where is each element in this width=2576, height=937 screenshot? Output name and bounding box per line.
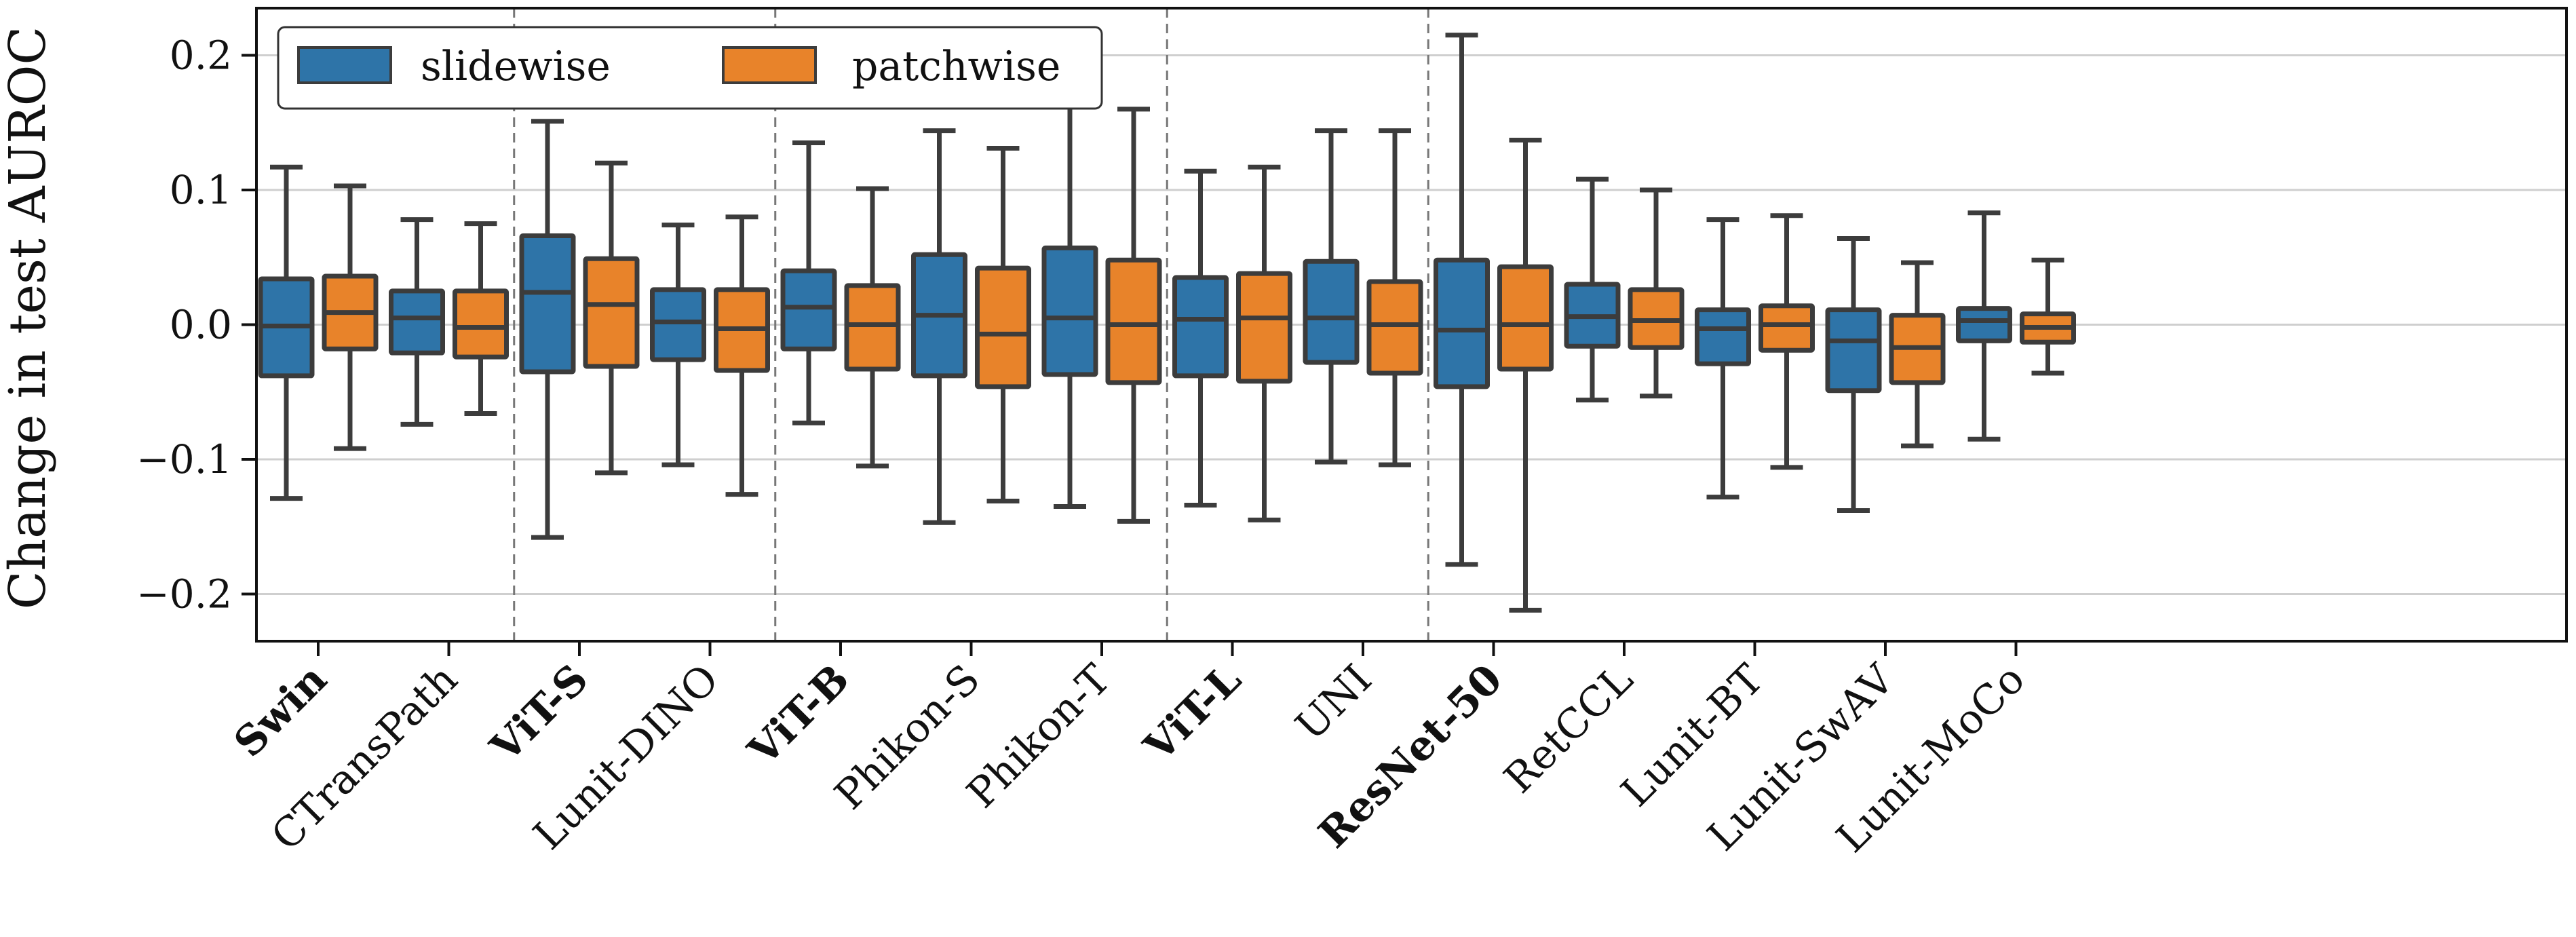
box-patchwise (1758, 213, 1815, 470)
box-iqr (975, 265, 1031, 389)
box-iqr (453, 288, 509, 360)
legend-swatch-patchwise (722, 46, 817, 84)
x-tick-label: UNI (1286, 655, 1381, 750)
box-patchwise (844, 186, 901, 469)
box-iqr (1366, 279, 1423, 376)
y-axis-label: Change in test AUROC (0, 26, 57, 609)
box-slidewise (1564, 176, 1621, 403)
box-iqr (780, 268, 837, 351)
box-patchwise (1628, 187, 1685, 399)
box-iqr (1956, 306, 2012, 343)
box-patchwise (1366, 128, 1423, 467)
box-patchwise (975, 145, 1031, 504)
box-slidewise (1303, 128, 1360, 465)
box-slidewise (1172, 168, 1229, 508)
box-patchwise (1889, 260, 1946, 448)
box-iqr (389, 288, 445, 356)
box-iqr (1497, 264, 1554, 372)
box-iqr (1825, 307, 1882, 394)
box-slidewise (650, 223, 706, 467)
box-patchwise (1105, 107, 1162, 524)
legend-label-slidewise: slidewise (421, 43, 611, 90)
box-slidewise (1041, 94, 1098, 509)
legend-swatch-slidewise (297, 46, 392, 84)
boxes-layer (258, 33, 2076, 613)
box-iqr (1041, 245, 1098, 377)
y-axis: −0.2 −0.1 0.0 0.1 0.2 (136, 32, 256, 617)
x-tick-label: Swin (225, 655, 337, 767)
box-iqr (1172, 275, 1229, 379)
box-slidewise (780, 140, 837, 425)
box-slidewise (1825, 235, 1882, 513)
box-slidewise (911, 128, 967, 525)
box-patchwise (1497, 138, 1554, 613)
box-patchwise (714, 214, 770, 497)
box-patchwise (583, 160, 640, 476)
group-separators (513, 8, 1429, 641)
box-slidewise (1434, 33, 1490, 567)
box-slidewise (389, 217, 445, 427)
box-iqr (1695, 307, 1751, 366)
box-patchwise (453, 221, 509, 417)
box-iqr (1758, 303, 1815, 353)
x-tick-label: ViT-L (1135, 655, 1250, 771)
x-tick-label: ViT-B (739, 655, 859, 776)
box-patchwise (2020, 257, 2076, 376)
box-iqr (1105, 257, 1162, 385)
legend-label-patchwise: patchwise (852, 43, 1060, 90)
box-iqr (1236, 271, 1292, 384)
x-tick-label: Phikon-S (826, 655, 989, 819)
box-iqr (519, 233, 576, 375)
x-tick-label: ViT-S (481, 655, 597, 771)
box-iqr (1434, 257, 1490, 389)
box-slidewise (1695, 217, 1751, 500)
y-tick-label: 0.2 (170, 32, 232, 78)
y-tick-label: 0.1 (170, 167, 232, 213)
legend: slidewise patchwise (277, 26, 1103, 110)
box-iqr (583, 256, 640, 369)
legend-frame (277, 26, 1103, 110)
y-tick-label: −0.1 (136, 436, 232, 482)
box-patchwise (322, 183, 379, 451)
x-tick-label: Phikon-T (958, 655, 1120, 818)
box-iqr (1303, 259, 1360, 365)
box-patchwise (1236, 164, 1292, 522)
y-tick-label: 0.0 (170, 302, 232, 348)
box-iqr (844, 283, 901, 372)
y-tick-label: −0.2 (136, 571, 232, 617)
box-slidewise (1956, 210, 2012, 442)
box-slidewise (258, 164, 315, 501)
box-slidewise (519, 119, 576, 540)
box-iqr (650, 287, 706, 362)
